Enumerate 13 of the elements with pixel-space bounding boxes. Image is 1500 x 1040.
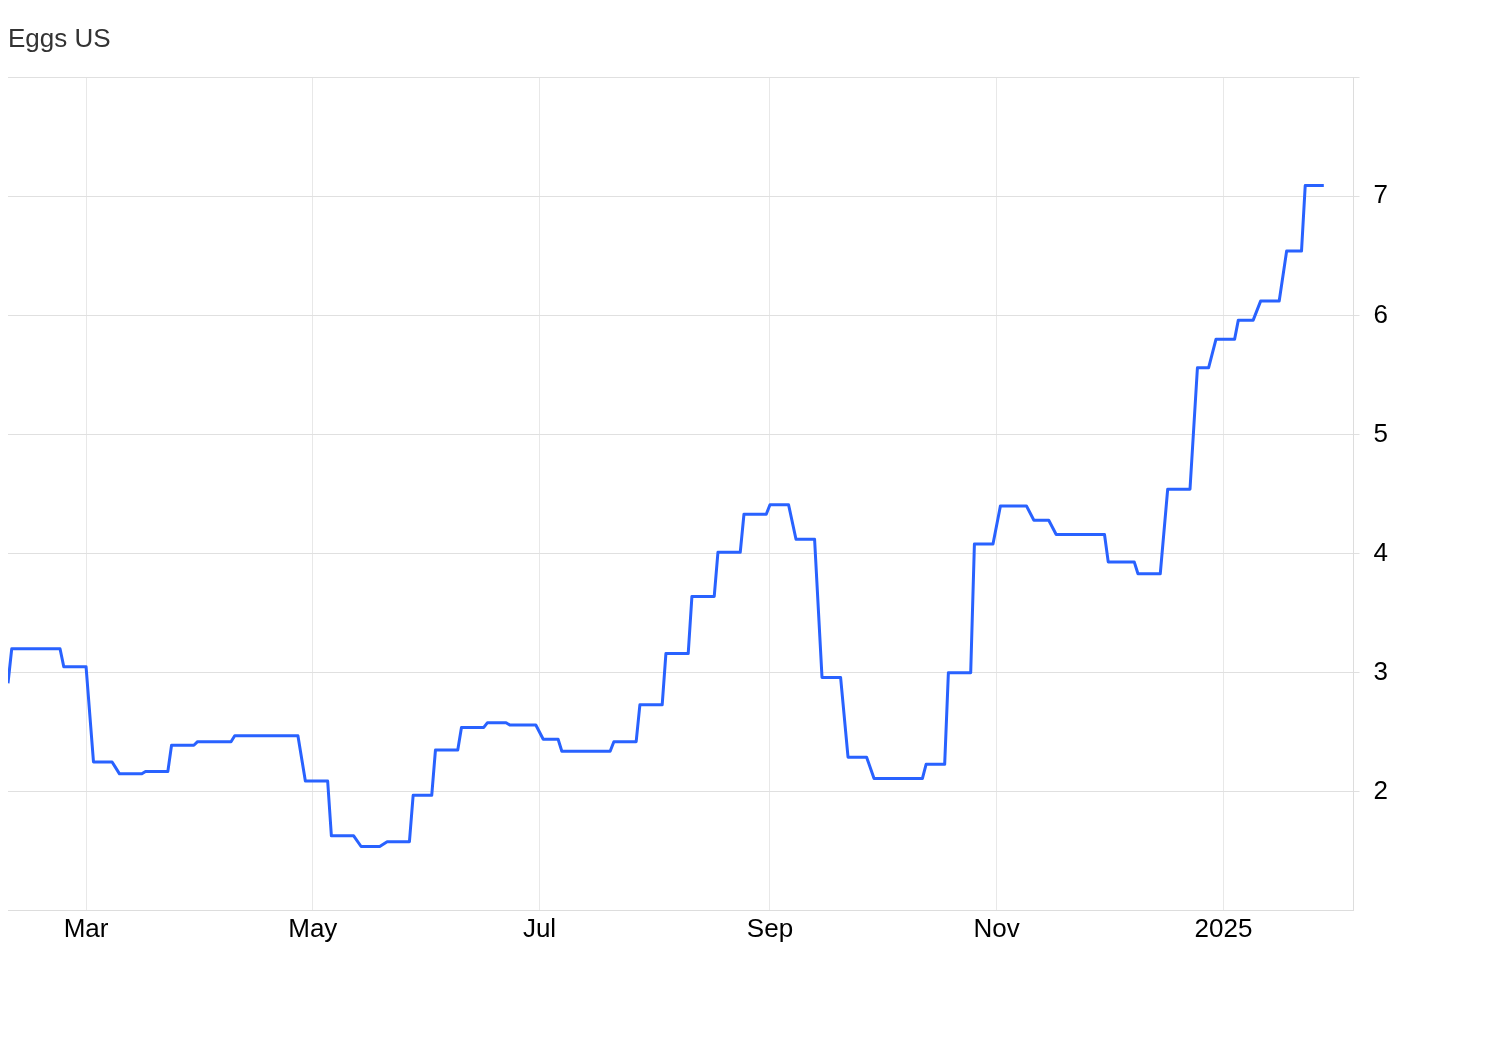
y-tick-label: 4 [1373, 536, 1389, 567]
y-tick-label: 7 [1373, 179, 1389, 210]
x-tick-label: 2025 [1194, 912, 1253, 943]
chart-title: Eggs US [8, 22, 111, 53]
y-tick-label: 2 [1373, 774, 1389, 805]
x-tick-label: Jul [522, 912, 557, 943]
x-tick-label: Mar [63, 912, 109, 943]
x-tick-label: May [288, 912, 338, 943]
x-tick-label: Sep [746, 912, 794, 943]
x-tick-label: Nov [973, 912, 1020, 943]
y-tick-label: 6 [1373, 298, 1389, 329]
y-tick-label: 3 [1373, 655, 1389, 686]
y-tick-label: 5 [1373, 417, 1389, 448]
